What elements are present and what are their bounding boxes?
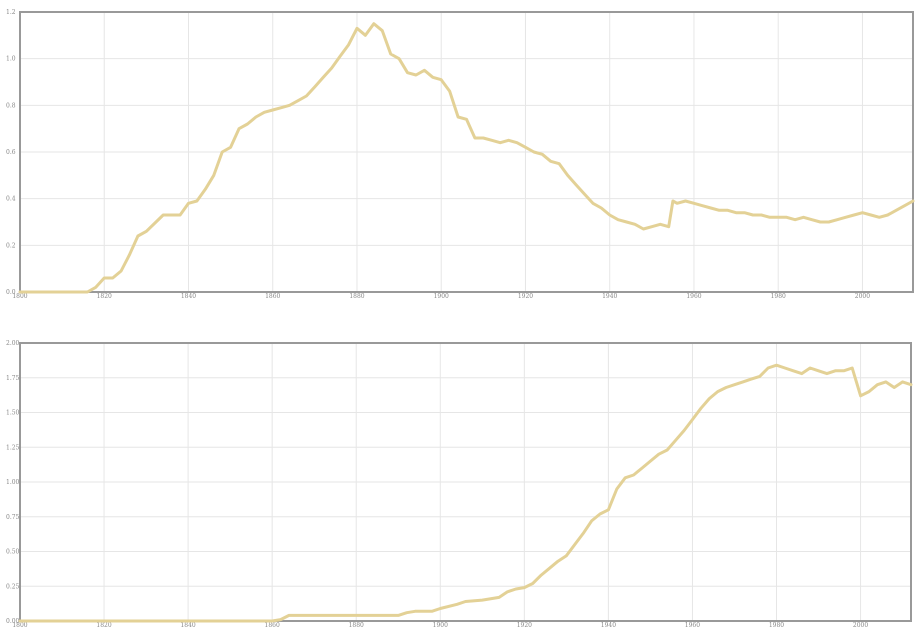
y-tick-label: 1.0 xyxy=(6,56,16,63)
x-tick-label: 1820 xyxy=(96,622,111,627)
y-tick-label: 2.00 xyxy=(6,340,20,347)
y-tick-label: 1.75 xyxy=(6,375,20,382)
x-tick-label: 2000 xyxy=(853,622,868,627)
x-tick-label: 1880 xyxy=(349,293,364,300)
plot-frame xyxy=(19,342,912,622)
y-tick-label: 1.2 xyxy=(6,9,16,16)
y-tick-label: 1.00 xyxy=(6,479,20,486)
chart-1: 0.0 0.2 0.4 0.6 0.8 1.0 1.2 1800 1820 1840 1860 188… xyxy=(6,9,915,300)
x-tick-label: 1860 xyxy=(265,293,280,300)
y-tick-label: 0.00 xyxy=(6,618,20,625)
x-tick-label: 1820 xyxy=(97,293,112,300)
x-tick-label: 1940 xyxy=(602,293,617,300)
y-tick-label: 0.50 xyxy=(6,549,20,556)
y-tick-label: 0.0 xyxy=(6,289,16,296)
chart-2: 0.00 0.25 0.50 0.75 1.00 1.25 1.50 1.75 2.00 1800… xyxy=(6,340,913,627)
x-tick-label: 1860 xyxy=(265,622,280,627)
plot-frame xyxy=(19,11,914,293)
y-tick-label: 1.50 xyxy=(6,410,20,417)
y-tick-label: 0.8 xyxy=(6,102,16,109)
x-tick-label: 1800 xyxy=(12,622,27,627)
x-tick-label: 1980 xyxy=(771,293,786,300)
x-tick-label: 1940 xyxy=(601,622,616,627)
y-tick-label: 0.75 xyxy=(6,514,20,521)
y-tick-label: 0.6 xyxy=(6,149,16,156)
y-tick-label: 0.25 xyxy=(6,583,20,590)
x-tick-label: 1800 xyxy=(12,293,27,300)
series-line xyxy=(18,363,913,623)
y-tick-label: 0.2 xyxy=(6,242,16,249)
x-tick-label: 1920 xyxy=(517,622,532,627)
x-tick-label: 2000 xyxy=(855,293,870,300)
x-tick-label: 1840 xyxy=(180,622,195,627)
y-tick-label: 1.25 xyxy=(6,444,20,451)
x-tick-label: 1900 xyxy=(434,293,449,300)
x-tick-label: 1920 xyxy=(518,293,533,300)
x-tick-label: 1980 xyxy=(769,622,784,627)
x-tick-label: 1880 xyxy=(349,622,364,627)
x-tick-label: 1900 xyxy=(433,622,448,627)
y-tick-label: 0.4 xyxy=(6,196,16,203)
x-tick-label: 1960 xyxy=(686,293,701,300)
x-tick-label: 1960 xyxy=(685,622,700,627)
series-line xyxy=(18,22,915,294)
x-tick-label: 1840 xyxy=(181,293,196,300)
